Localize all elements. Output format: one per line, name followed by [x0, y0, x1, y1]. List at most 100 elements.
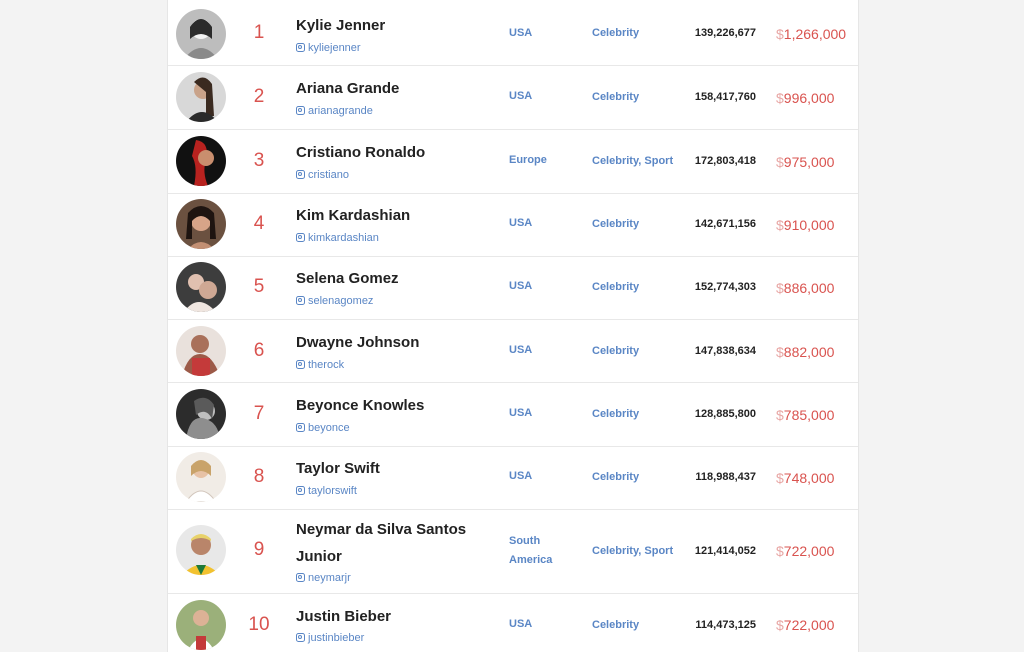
influencer-ranking-table: 1 Kylie Jenner kyliejenner USA Celebrity… — [167, 0, 859, 652]
instagram-handle[interactable]: arianagrande — [296, 105, 373, 117]
category-links: Celebrity, Sport — [592, 155, 674, 167]
rank: 4 — [253, 213, 265, 234]
influencer-name[interactable]: Dwayne Johnson — [296, 334, 420, 351]
category-link[interactable]: Celebrity — [592, 345, 640, 357]
category-link[interactable]: Sport — [644, 545, 674, 557]
table-row: 4 Kim Kardashian kimkardashian USA Celeb… — [168, 193, 858, 257]
rank: 2 — [253, 86, 265, 107]
instagram-icon — [296, 486, 305, 495]
avatar[interactable] — [176, 72, 226, 122]
influencer-name[interactable]: Selena Gomez — [296, 270, 399, 287]
avatar[interactable] — [176, 199, 226, 249]
influencer-name[interactable]: Beyonce Knowles — [296, 397, 425, 414]
post-price: $722,000 — [776, 543, 835, 559]
currency-symbol: $ — [776, 407, 784, 423]
table-row: 2 Ariana Grande arianagrande USA Celebri… — [168, 66, 858, 130]
currency-symbol: $ — [776, 617, 784, 633]
influencer-name[interactable]: Justin Bieber — [296, 608, 392, 625]
post-price: $1,266,000 — [776, 26, 847, 42]
avatar-portrait-icon — [176, 389, 226, 439]
avatar[interactable] — [176, 326, 226, 376]
table-row: 1 Kylie Jenner kyliejenner USA Celebrity… — [168, 2, 858, 66]
country-link[interactable]: USA — [509, 407, 533, 419]
influencer-name[interactable]: Taylor Swift — [296, 460, 380, 477]
avatar[interactable] — [176, 262, 226, 312]
instagram-handle[interactable]: therock — [296, 359, 344, 371]
country-link[interactable]: USA — [509, 90, 533, 102]
instagram-handle[interactable]: selenagomez — [296, 295, 373, 307]
avatar[interactable] — [176, 9, 226, 59]
avatar[interactable] — [176, 600, 226, 650]
rank: 3 — [253, 150, 265, 171]
instagram-handle[interactable]: justinbieber — [296, 632, 364, 644]
category-link[interactable]: Celebrity — [592, 408, 640, 420]
country-link[interactable]: USA — [509, 27, 533, 39]
rank: 6 — [253, 340, 265, 361]
rank: 9 — [253, 539, 265, 560]
rank: 7 — [253, 403, 265, 424]
country-link[interactable]: USA — [509, 344, 533, 356]
currency-symbol: $ — [776, 90, 784, 106]
country-link[interactable]: Europe — [509, 154, 547, 166]
followers-count: 172,803,418 — [694, 155, 756, 167]
followers-count: 139,226,677 — [694, 27, 756, 39]
category-links: Celebrity — [592, 27, 692, 39]
avatar[interactable] — [176, 525, 226, 575]
category-link[interactable]: Celebrity — [592, 281, 640, 293]
rank: 8 — [253, 466, 265, 487]
country-link[interactable]: USA — [509, 470, 533, 482]
followers-count: 128,885,800 — [694, 408, 756, 420]
influencer-name[interactable]: Cristiano Ronaldo — [296, 144, 426, 161]
avatar-portrait-icon — [176, 262, 226, 312]
category-link[interactable]: Celebrity — [592, 218, 640, 230]
instagram-handle[interactable]: neymarjr — [296, 572, 351, 584]
country-link[interactable]: USA — [509, 618, 533, 630]
avatar[interactable] — [176, 136, 226, 186]
table-row: 9 Neymar da Silva Santos Junior neymarjr… — [168, 510, 858, 594]
influencer-name[interactable]: Neymar da Silva Santos Junior — [296, 521, 467, 565]
category-links: Celebrity — [592, 218, 692, 230]
instagram-icon — [296, 633, 305, 642]
country-link[interactable]: USA — [509, 280, 533, 292]
influencer-name[interactable]: Kylie Jenner — [296, 17, 386, 34]
category-link[interactable]: Celebrity — [592, 27, 640, 39]
influencer-name[interactable]: Ariana Grande — [296, 80, 400, 97]
country-link[interactable]: USA — [509, 217, 533, 229]
table-row: 5 Selena Gomez selenagomez USA Celebrity… — [168, 256, 858, 320]
followers-count: 152,774,303 — [694, 281, 756, 293]
avatar-portrait-icon — [176, 199, 226, 249]
category-link[interactable]: Celebrity — [592, 155, 639, 167]
avatar-portrait-icon — [176, 600, 226, 650]
avatar-portrait-icon — [176, 326, 226, 376]
category-link[interactable]: Celebrity — [592, 545, 639, 557]
post-price: $748,000 — [776, 470, 835, 486]
avatar-portrait-icon — [176, 72, 226, 122]
table-row: 8 Taylor Swift taylorswift USA Celebrity… — [168, 446, 858, 510]
instagram-icon — [296, 423, 305, 432]
currency-symbol: $ — [776, 543, 784, 559]
country-link[interactable]: South America — [509, 535, 553, 566]
category-links: Celebrity, Sport — [592, 545, 674, 557]
avatar-portrait-icon — [176, 525, 226, 575]
avatar[interactable] — [176, 452, 226, 502]
category-link[interactable]: Celebrity — [592, 471, 640, 483]
category-link[interactable]: Celebrity — [592, 619, 640, 631]
instagram-icon — [296, 296, 305, 305]
followers-count: 118,988,437 — [695, 471, 756, 483]
table-row: 6 Dwayne Johnson therock USA Celebrity 1… — [168, 320, 858, 383]
category-link[interactable]: Celebrity — [592, 91, 640, 103]
instagram-handle[interactable]: beyonce — [296, 422, 350, 434]
avatar-portrait-icon — [176, 136, 226, 186]
instagram-handle[interactable]: taylorswift — [296, 485, 357, 497]
instagram-handle[interactable]: cristiano — [296, 169, 349, 181]
influencer-name[interactable]: Kim Kardashian — [296, 207, 411, 224]
avatar[interactable] — [176, 389, 226, 439]
instagram-handle[interactable]: kimkardashian — [296, 232, 379, 244]
instagram-handle[interactable]: kyliejenner — [296, 42, 361, 54]
rank: 10 — [248, 614, 270, 635]
currency-symbol: $ — [776, 26, 784, 42]
followers-count: 147,838,634 — [694, 345, 756, 357]
category-link[interactable]: Sport — [644, 155, 674, 167]
table-row: 7 Beyonce Knowles beyonce USA Celebrity … — [168, 383, 858, 447]
post-price: $996,000 — [776, 90, 835, 106]
